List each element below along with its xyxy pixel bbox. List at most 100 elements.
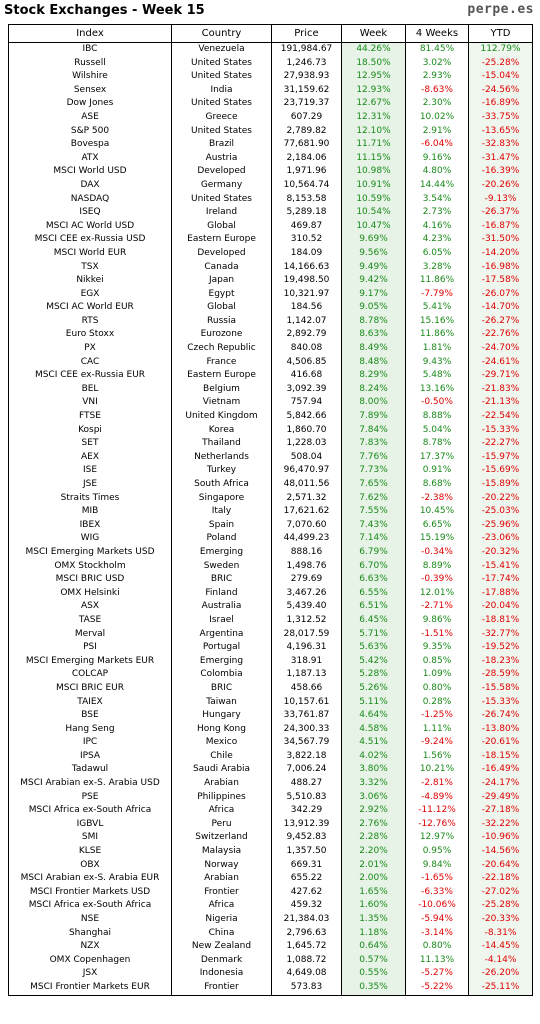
cell-4-weeks: 2.30% bbox=[405, 97, 469, 111]
cell-ytd: -4.14% bbox=[468, 953, 533, 968]
cell-ytd: -15.33% bbox=[468, 695, 533, 710]
cell-week: 8.78% bbox=[341, 314, 406, 329]
cell-index: MSCI AC World USD bbox=[8, 219, 172, 234]
cell-index: TSX bbox=[8, 260, 172, 275]
table-row: MSCI Frontier Markets USD Frontier 427.62 1… bbox=[8, 885, 533, 900]
cell-index: MSCI World USD bbox=[8, 165, 172, 179]
cell-index: Straits Times bbox=[8, 491, 172, 506]
cell-index: MSCI CEE ex-Russia USD bbox=[8, 233, 172, 247]
cell-week: 9.42% bbox=[341, 274, 406, 288]
cell-ytd: -31.47% bbox=[468, 151, 533, 166]
cell-ytd: 112.79% bbox=[468, 42, 533, 57]
table-body: IBC Venezuela 191,984.67 44.26% 81.45% 112.79… bbox=[8, 42, 533, 996]
cell-index: TASE bbox=[8, 613, 172, 628]
cell-country: Arabian bbox=[171, 872, 272, 886]
cell-ytd: -28.59% bbox=[468, 668, 533, 682]
cell-index: WIG bbox=[8, 532, 172, 546]
cell-price: 7,006.24 bbox=[271, 763, 342, 778]
table-row: JSE South Africa 48,011.56 7.65% 8.68% -15.89… bbox=[8, 478, 533, 492]
cell-price: 8,153.58 bbox=[271, 192, 342, 207]
page-header: Stock Exchanges - Week 15 perpe.es bbox=[0, 0, 540, 22]
cell-ytd: -17.58% bbox=[468, 274, 533, 288]
cell-4-weeks: 2.73% bbox=[405, 206, 469, 220]
cell-week: 8.63% bbox=[341, 328, 406, 343]
cell-country: Philippines bbox=[171, 790, 272, 805]
cell-index: MSCI Africa ex-South Africa bbox=[8, 804, 172, 818]
cell-country: New Zealand bbox=[171, 940, 272, 954]
cell-price: 1,645.72 bbox=[271, 940, 342, 954]
cell-ytd: -31.50% bbox=[468, 233, 533, 247]
table-row: IPC Mexico 34,567.79 4.51% -9.24% -20.61% bbox=[8, 736, 533, 750]
cell-ytd: -32.77% bbox=[468, 627, 533, 642]
cell-index: DAX bbox=[8, 178, 172, 193]
table-row: Kospi Korea 1,860.70 7.84% 5.04% -15.33% bbox=[8, 423, 533, 438]
cell-price: 342.29 bbox=[271, 804, 342, 818]
cell-week: 12.95% bbox=[341, 70, 406, 84]
table-row: S&P 500 United States 2,789.82 12.10% 2.91% -… bbox=[8, 124, 533, 139]
cell-country: Ireland bbox=[171, 206, 272, 220]
table-row: Russell United States 1,246.73 18.50% 3.02% -… bbox=[8, 56, 533, 71]
cell-week: 7.84% bbox=[341, 423, 406, 438]
cell-ytd: -27.02% bbox=[468, 885, 533, 900]
cell-price: 14,166.63 bbox=[271, 260, 342, 275]
cell-country: Canada bbox=[171, 260, 272, 275]
cell-country: Israel bbox=[171, 613, 272, 628]
cell-country: Egypt bbox=[171, 287, 272, 302]
cell-4-weeks: 9.16% bbox=[405, 151, 469, 166]
cell-price: 3,092.39 bbox=[271, 382, 342, 397]
cell-4-weeks: -6.04% bbox=[405, 138, 469, 152]
cell-week: 7.73% bbox=[341, 464, 406, 478]
table-row: ISE Turkey 96,470.97 7.73% 0.91% -15.69% bbox=[8, 464, 533, 478]
cell-week: 3.32% bbox=[341, 777, 406, 791]
table-row: KLSE Malaysia 1,357.50 2.20% 0.95% -14.56% bbox=[8, 845, 533, 859]
table-row: BSE Hungary 33,761.87 4.64% -1.25% -26.74% bbox=[8, 709, 533, 723]
cell-ytd: -20.61% bbox=[468, 736, 533, 750]
cell-index: NZX bbox=[8, 940, 172, 954]
cell-4-weeks: 9.43% bbox=[405, 355, 469, 370]
cell-4-weeks: 12.01% bbox=[405, 586, 469, 601]
column-header-price: Price bbox=[271, 24, 342, 43]
cell-4-weeks: 4.16% bbox=[405, 219, 469, 234]
cell-week: 3.06% bbox=[341, 790, 406, 805]
cell-4-weeks: 5.04% bbox=[405, 423, 469, 438]
cell-week: 7.62% bbox=[341, 491, 406, 506]
table-row: PSI Portugal 4,196.31 5.63% 9.35% -19.52% bbox=[8, 641, 533, 655]
cell-country: Frontier bbox=[171, 980, 272, 996]
cell-price: 5,439.40 bbox=[271, 600, 342, 614]
cell-week: 0.35% bbox=[341, 980, 406, 996]
cell-price: 10,157.61 bbox=[271, 695, 342, 710]
table-row: JSX Indonesia 4,649.08 0.55% -5.27% -26.20% bbox=[8, 967, 533, 981]
cell-week: 12.31% bbox=[341, 110, 406, 125]
cell-price: 5,842.66 bbox=[271, 410, 342, 424]
cell-4-weeks: 6.05% bbox=[405, 246, 469, 261]
cell-price: 3,467.26 bbox=[271, 586, 342, 601]
cell-index: S&P 500 bbox=[8, 124, 172, 139]
cell-price: 469.87 bbox=[271, 219, 342, 234]
cell-4-weeks: 2.91% bbox=[405, 124, 469, 139]
cell-country: France bbox=[171, 355, 272, 370]
cell-week: 1.35% bbox=[341, 913, 406, 927]
cell-country: Global bbox=[171, 219, 272, 234]
cell-week: 9.56% bbox=[341, 246, 406, 261]
cell-price: 1,088.72 bbox=[271, 953, 342, 968]
cell-ytd: -15.58% bbox=[468, 681, 533, 696]
cell-week: 1.18% bbox=[341, 926, 406, 941]
cell-ytd: -20.32% bbox=[468, 545, 533, 560]
cell-ytd: -22.54% bbox=[468, 410, 533, 424]
cell-index: SET bbox=[8, 437, 172, 451]
cell-price: 24,300.33 bbox=[271, 722, 342, 737]
cell-price: 427.62 bbox=[271, 885, 342, 900]
cell-country: Hungary bbox=[171, 709, 272, 723]
cell-country: Malaysia bbox=[171, 845, 272, 859]
table-row: MSCI World USD Developed 1,971.96 10.98% 4.8… bbox=[8, 165, 533, 179]
cell-ytd: -14.70% bbox=[468, 301, 533, 315]
table-row: SET Thailand 1,228.03 7.83% 8.78% -22.27% bbox=[8, 437, 533, 451]
cell-4-weeks: 0.91% bbox=[405, 464, 469, 478]
cell-price: 9,452.83 bbox=[271, 831, 342, 846]
cell-country: Nigeria bbox=[171, 913, 272, 927]
cell-4-weeks: 9.86% bbox=[405, 613, 469, 628]
cell-4-weeks: -4.89% bbox=[405, 790, 469, 805]
cell-ytd: -25.28% bbox=[468, 56, 533, 71]
cell-index: TAIEX bbox=[8, 695, 172, 710]
cell-country: Vietnam bbox=[171, 396, 272, 411]
